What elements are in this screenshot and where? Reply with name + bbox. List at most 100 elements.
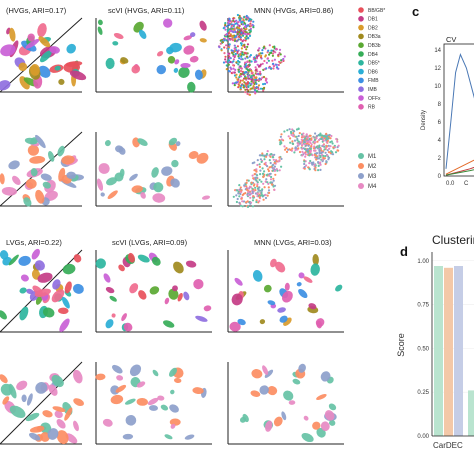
cell-point <box>268 44 271 47</box>
cell-point <box>271 54 274 57</box>
cell-cluster <box>152 193 166 203</box>
cell-point <box>304 153 307 156</box>
cell-point <box>237 192 240 195</box>
cell-point <box>298 150 302 154</box>
cell-point <box>225 25 229 28</box>
cell-cluster <box>104 140 111 147</box>
cell-point <box>293 139 297 142</box>
cell-point <box>253 75 256 78</box>
cell-point <box>329 137 332 140</box>
cell-cluster <box>259 385 269 395</box>
cell-point <box>237 68 240 71</box>
cell-point <box>225 68 228 71</box>
cell-point <box>325 138 328 141</box>
cell-cluster <box>39 50 52 63</box>
cell-point <box>266 57 269 60</box>
cell-point <box>232 53 235 56</box>
cell-point <box>317 138 321 142</box>
cell-point <box>304 155 307 158</box>
cell-point <box>337 149 340 152</box>
cell-point <box>313 153 316 156</box>
cell-point <box>261 167 264 170</box>
cell-cluster <box>129 283 139 294</box>
cell-cluster <box>12 175 21 185</box>
cell-cluster <box>183 35 193 41</box>
cell-point <box>258 64 261 68</box>
density-line <box>445 166 474 176</box>
legend-label: DB3b <box>368 43 381 49</box>
cell-cluster <box>48 384 58 396</box>
cell-point <box>246 92 249 95</box>
cell-point <box>232 195 235 198</box>
cell-point <box>297 144 300 147</box>
cell-cluster <box>194 69 203 80</box>
cell-point <box>314 166 317 169</box>
cell-point <box>254 89 257 92</box>
cell-point <box>223 39 226 42</box>
cell-point <box>243 25 247 28</box>
cell-point <box>280 138 283 141</box>
embedding-panel-r1c2 <box>95 18 212 93</box>
cell-point <box>237 70 241 73</box>
cell-point <box>230 37 233 41</box>
cell-cluster <box>169 418 181 426</box>
cell-point <box>271 183 274 186</box>
cell-point <box>247 16 250 19</box>
cell-cluster <box>136 381 146 388</box>
cell-cluster <box>18 62 28 72</box>
y-tick-label: 0.25 <box>417 390 429 396</box>
legend-label: M1 <box>368 154 377 160</box>
cell-point <box>296 142 299 145</box>
cell-point <box>255 73 258 76</box>
cell-point <box>232 60 235 63</box>
cell-point <box>238 201 241 204</box>
plot-frame <box>443 43 474 177</box>
cell-point <box>260 193 263 197</box>
cell-point <box>232 64 235 67</box>
cell-point <box>243 16 246 19</box>
cell-point <box>255 176 258 179</box>
cell-point <box>303 143 306 146</box>
cell-point <box>235 76 238 79</box>
legend-label: DB2 <box>368 25 378 31</box>
cell-cluster <box>265 420 273 432</box>
cell-point <box>324 155 327 158</box>
cell-point <box>309 151 312 154</box>
cell-cluster <box>112 41 119 46</box>
cell-point <box>319 168 322 171</box>
cell-cluster <box>161 166 173 176</box>
cell-point <box>246 205 250 208</box>
cell-point <box>249 88 252 91</box>
cell-point <box>250 80 253 83</box>
cell-point <box>333 146 337 149</box>
cell-point <box>243 45 246 49</box>
cell-cluster <box>35 134 46 149</box>
cell-point <box>260 160 263 163</box>
cell-cluster <box>100 192 105 197</box>
cell-point <box>291 140 294 143</box>
title-r3c2: scVI (LVGs, ARI=0.09) <box>112 238 188 247</box>
cell-point <box>243 81 246 84</box>
cell-cluster <box>170 178 180 188</box>
cell-point <box>308 137 311 140</box>
cell-point <box>280 133 283 136</box>
cell-point <box>258 163 261 166</box>
cell-point <box>257 84 261 87</box>
cell-point <box>252 184 256 187</box>
panel-c-letter: c <box>412 4 419 19</box>
cell-point <box>242 53 245 56</box>
cell-point <box>248 33 251 36</box>
cell-point <box>252 80 255 83</box>
cell-point <box>330 134 333 138</box>
cell-cluster <box>273 416 283 427</box>
cell-cluster <box>110 394 124 405</box>
y-tick-label: 10 <box>434 84 441 90</box>
cell-point <box>235 73 238 76</box>
cell-cluster <box>312 254 319 266</box>
cell-point <box>283 55 286 58</box>
cell-point <box>249 29 252 32</box>
cell-point <box>307 166 310 169</box>
legend-swatch <box>358 77 364 84</box>
cell-point <box>256 181 259 184</box>
embedding-panel-r4c1 <box>0 361 84 445</box>
